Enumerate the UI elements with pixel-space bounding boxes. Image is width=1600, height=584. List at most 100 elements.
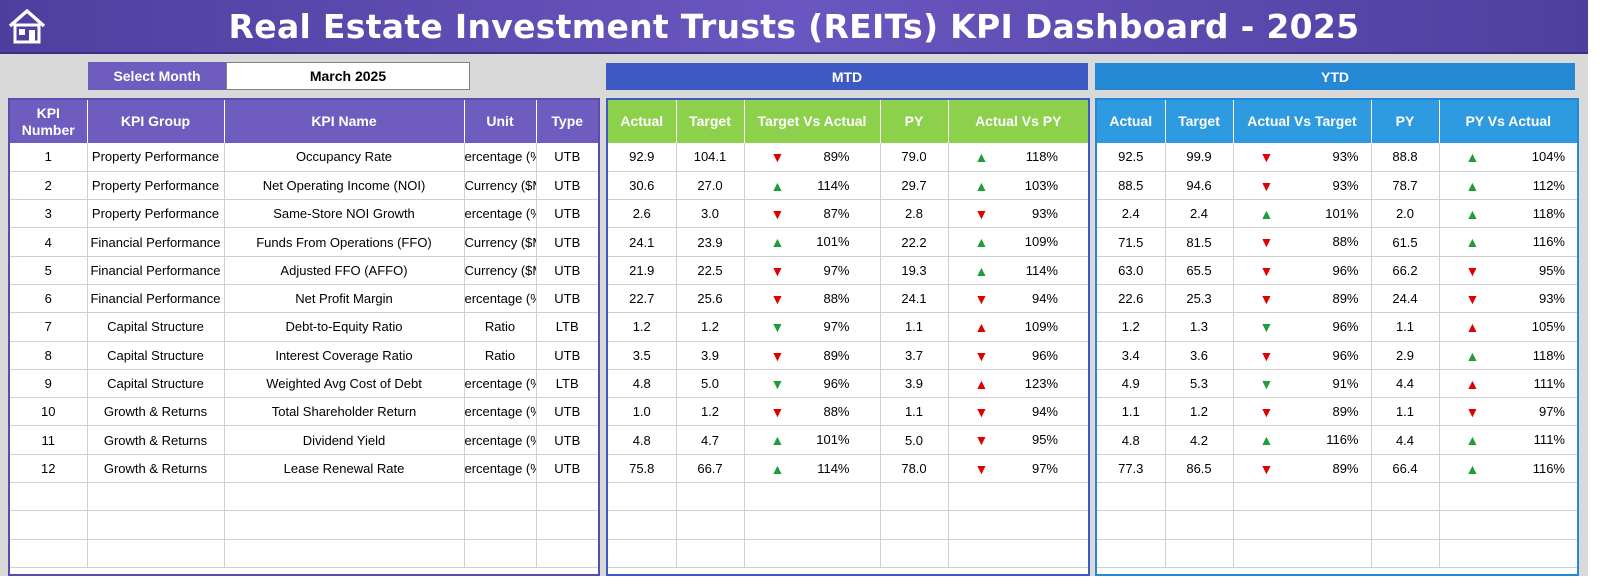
arrow-up-icon: ▲: [1465, 149, 1480, 165]
mtd-target: 1.2: [676, 397, 745, 427]
mtd-row: 4.8 5.0 ▼ 96% 3.9 ▲ 123%: [608, 369, 1088, 399]
ytd-actual-vs-target-value: 93%: [1332, 149, 1359, 164]
mtd-target-vs-actual: ▲ 101%: [744, 425, 881, 455]
kpi-number: 10: [10, 397, 88, 427]
kpi-header-0: KPI Number: [10, 100, 88, 143]
arrow-down-icon: ▼: [770, 375, 785, 392]
mtd-actual: 21.9: [608, 256, 677, 285]
kpi-row: 12 Growth & Returns Lease Renewal Rate erce…: [10, 454, 598, 484]
kpi-name: Total Shareholder Return: [224, 397, 465, 427]
ytd-row: 3.4 3.6 ▼ 96% 2.9 ▲ 118%: [1097, 341, 1577, 370]
ytd-target: 25.3: [1165, 284, 1234, 314]
ytd-row: 92.5 99.9 ▼ 93% 88.8 ▲ 104%: [1097, 143, 1577, 172]
empty-cell: [224, 539, 465, 568]
arrow-down-icon: ▼: [974, 432, 989, 449]
arrow-up-icon: ▲: [1465, 234, 1480, 251]
mtd-actual-vs-py-value: 118%: [1025, 149, 1058, 164]
ytd-py: 2.9: [1371, 341, 1440, 370]
kpi-name: Debt-to-Equity Ratio: [224, 312, 465, 342]
ytd-actual-vs-target-value: 116%: [1326, 432, 1359, 448]
month-dropdown[interactable]: March 2025: [226, 62, 470, 90]
ytd-header-4: PY Vs Actual: [1439, 100, 1577, 143]
kpi-unit: Currency ($M: [464, 227, 537, 257]
ytd-py: 2.0: [1371, 199, 1440, 229]
empty-cell: [1233, 482, 1372, 512]
ytd-py: 4.4: [1371, 369, 1440, 399]
ytd-actual-vs-target: ▼ 93%: [1233, 171, 1372, 201]
kpi-type: UTB: [536, 397, 598, 427]
mtd-table: Actual Target Target Vs Actual PY Actual Vs …: [608, 100, 1088, 568]
ytd-py-vs-actual: ▲ 105%: [1439, 312, 1577, 342]
mtd-actual: 4.8: [608, 425, 677, 455]
kpi-group: Growth & Returns: [87, 454, 225, 484]
mtd-row: 1.0 1.2 ▼ 88% 1.1 ▼ 94%: [608, 397, 1088, 427]
empty-cell: [224, 510, 465, 540]
empty-cell: [608, 482, 677, 512]
mtd-target-vs-actual-value: 97%: [823, 319, 850, 335]
mtd-actual-vs-py: ▲ 114%: [948, 256, 1088, 285]
ytd-actual: 3.4: [1097, 341, 1166, 370]
empty-cell: [744, 510, 881, 540]
empty-row: [10, 510, 598, 540]
kpi-row: 1 Property Performance Occupancy Rate ercen…: [10, 143, 598, 172]
mtd-target-vs-actual: ▲ 114%: [744, 171, 881, 201]
arrow-up-icon: ▲: [770, 460, 785, 477]
empty-cell: [880, 539, 949, 568]
empty-cell: [464, 510, 537, 540]
mtd-py: 19.3: [880, 256, 949, 285]
arrow-down-icon: ▼: [770, 347, 785, 364]
mtd-target-vs-actual-value: 101%: [816, 234, 850, 250]
kpi-unit: Ratio: [464, 312, 537, 342]
mtd-actual-vs-py: ▼ 96%: [948, 341, 1088, 370]
empty-cell: [464, 539, 537, 568]
kpi-type: UTB: [536, 199, 598, 229]
ytd-target: 3.6: [1165, 341, 1234, 370]
kpi-name: Adjusted FFO (AFFO): [224, 256, 465, 285]
kpi-header-4: Type: [536, 100, 598, 143]
kpi-type: LTB: [536, 312, 598, 342]
mtd-actual-vs-py: ▲ 109%: [948, 312, 1088, 342]
kpi-type: UTB: [536, 454, 598, 484]
mtd-actual-vs-py: ▼ 95%: [948, 425, 1088, 455]
ytd-target: 99.9: [1165, 143, 1234, 172]
mtd-target-vs-actual: ▼ 97%: [744, 312, 881, 342]
arrow-up-icon: ▲: [1465, 347, 1480, 364]
mtd-actual-vs-py: ▲ 123%: [948, 369, 1088, 399]
mtd-row: 30.6 27.0 ▲ 114% 29.7 ▲ 103%: [608, 171, 1088, 201]
ytd-py: 66.4: [1371, 454, 1440, 484]
mtd-actual-vs-py-value: 123%: [1024, 375, 1058, 391]
kpi-group: Growth & Returns: [87, 425, 225, 455]
ytd-py-vs-actual-value: 116%: [1532, 234, 1565, 250]
mtd-target-vs-actual-value: 88%: [823, 404, 850, 420]
empty-cell: [676, 482, 745, 512]
mtd-py: 1.1: [880, 397, 949, 427]
ytd-actual-vs-target: ▼ 89%: [1233, 284, 1372, 314]
mtd-banner: MTD: [606, 63, 1088, 90]
ytd-header-2: Actual Vs Target: [1233, 100, 1372, 143]
arrow-down-icon: ▼: [1259, 460, 1274, 477]
kpi-name: Weighted Avg Cost of Debt: [224, 369, 465, 399]
mtd-actual-vs-py: ▲ 118%: [948, 143, 1088, 172]
ytd-py-vs-actual: ▲ 116%: [1439, 227, 1577, 257]
mtd-row: 3.5 3.9 ▼ 89% 3.7 ▼ 96%: [608, 341, 1088, 370]
kpi-row: 2 Property Performance Net Operating Incom…: [10, 171, 598, 201]
mtd-target: 22.5: [676, 256, 745, 285]
ytd-py-vs-actual-value: 105%: [1531, 319, 1565, 335]
mtd-target: 3.9: [676, 341, 745, 370]
mtd-target-vs-actual: ▼ 89%: [744, 341, 881, 370]
empty-cell: [948, 510, 1088, 540]
ytd-actual-vs-target-value: 101%: [1325, 206, 1359, 222]
ytd-actual-vs-target-value: 96%: [1332, 319, 1359, 335]
mtd-header-4: Actual Vs PY: [948, 100, 1088, 143]
ytd-actual-vs-target-value: 93%: [1332, 177, 1359, 193]
empty-cell: [676, 539, 745, 568]
ytd-actual-vs-target: ▼ 96%: [1233, 256, 1372, 285]
ytd-actual: 4.9: [1097, 369, 1166, 399]
empty-cell: [608, 539, 677, 568]
arrow-down-icon: ▼: [1465, 290, 1480, 307]
kpi-name: Net Profit Margin: [224, 284, 465, 314]
ytd-py-vs-actual: ▲ 116%: [1439, 454, 1577, 484]
ytd-actual: 1.2: [1097, 312, 1166, 342]
mtd-actual: 92.9: [608, 143, 677, 172]
home-icon[interactable]: [6, 6, 48, 46]
